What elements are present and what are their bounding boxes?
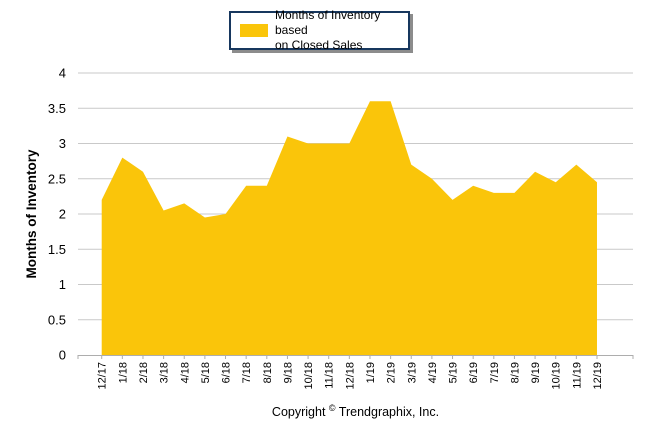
x-axis-label: 4/19 — [427, 362, 439, 383]
y-axis-label: 3.5 — [48, 101, 66, 116]
x-axis-label: 9/18 — [282, 362, 294, 383]
legend-label-line2: on Closed Sales — [275, 38, 363, 52]
y-axis-label: 3 — [59, 136, 66, 151]
x-axis-label: 1/19 — [365, 362, 377, 383]
x-axis-label: 12/17 — [97, 362, 109, 390]
x-axis-label: 9/19 — [530, 362, 542, 383]
x-axis-label: 12/19 — [592, 362, 604, 390]
inventory-area-series — [101, 101, 597, 355]
x-axis-label: 2/18 — [138, 362, 150, 383]
y-axis-label: 2.5 — [48, 171, 66, 186]
legend-swatch-icon — [240, 24, 268, 37]
y-axis-label: 1.5 — [48, 242, 66, 257]
y-axis-title: Months of Inventory — [24, 149, 39, 278]
y-axis-label: 0.5 — [48, 312, 66, 327]
copyright-text: Copyright © Trendgraphix, Inc. — [78, 403, 633, 419]
legend-label: Months of Inventory based on Closed Sale… — [275, 8, 408, 53]
x-axis-label: 12/18 — [344, 362, 356, 390]
copyright-prefix: Copyright — [271, 405, 326, 420]
x-axis-label: 3/18 — [159, 362, 171, 383]
months-of-inventory-area-chart: Months of Inventory 12/17 1/18 2/18 3/18 4/1… — [24, 66, 634, 390]
legend-label-line1: Months of Inventory based — [275, 8, 381, 37]
y-axis-label: 2 — [59, 207, 66, 222]
copyright-company: Trendgraphix, Inc. — [338, 405, 440, 420]
x-axis-label: 10/19 — [551, 362, 563, 390]
legend: Months of Inventory based on Closed Sale… — [229, 8, 410, 53]
x-axis-label: 8/18 — [262, 362, 274, 383]
x-axis-label: 8/19 — [509, 362, 521, 383]
x-axis-label: 2/19 — [386, 362, 398, 383]
x-axis-label: 4/18 — [179, 362, 191, 383]
x-axis-label: 5/19 — [448, 362, 460, 383]
x-axis-label: 5/18 — [200, 362, 212, 383]
x-axis-label: 11/19 — [571, 362, 583, 389]
x-axis-label: 6/19 — [468, 362, 480, 383]
copyright-symbol: © — [328, 403, 336, 413]
x-axis-label: 7/18 — [241, 362, 253, 383]
x-axis-label: 7/19 — [489, 362, 501, 383]
y-axis-label: 4 — [59, 66, 66, 81]
x-axis-label: 6/18 — [221, 362, 233, 383]
y-axis-label: 1 — [59, 277, 66, 292]
x-axis-label: 3/19 — [406, 362, 418, 383]
x-axis-label: 1/18 — [117, 362, 129, 383]
x-axis-label: 11/18 — [324, 362, 336, 389]
x-axis-label: 10/18 — [303, 362, 315, 390]
y-axis-label: 0 — [59, 348, 66, 363]
